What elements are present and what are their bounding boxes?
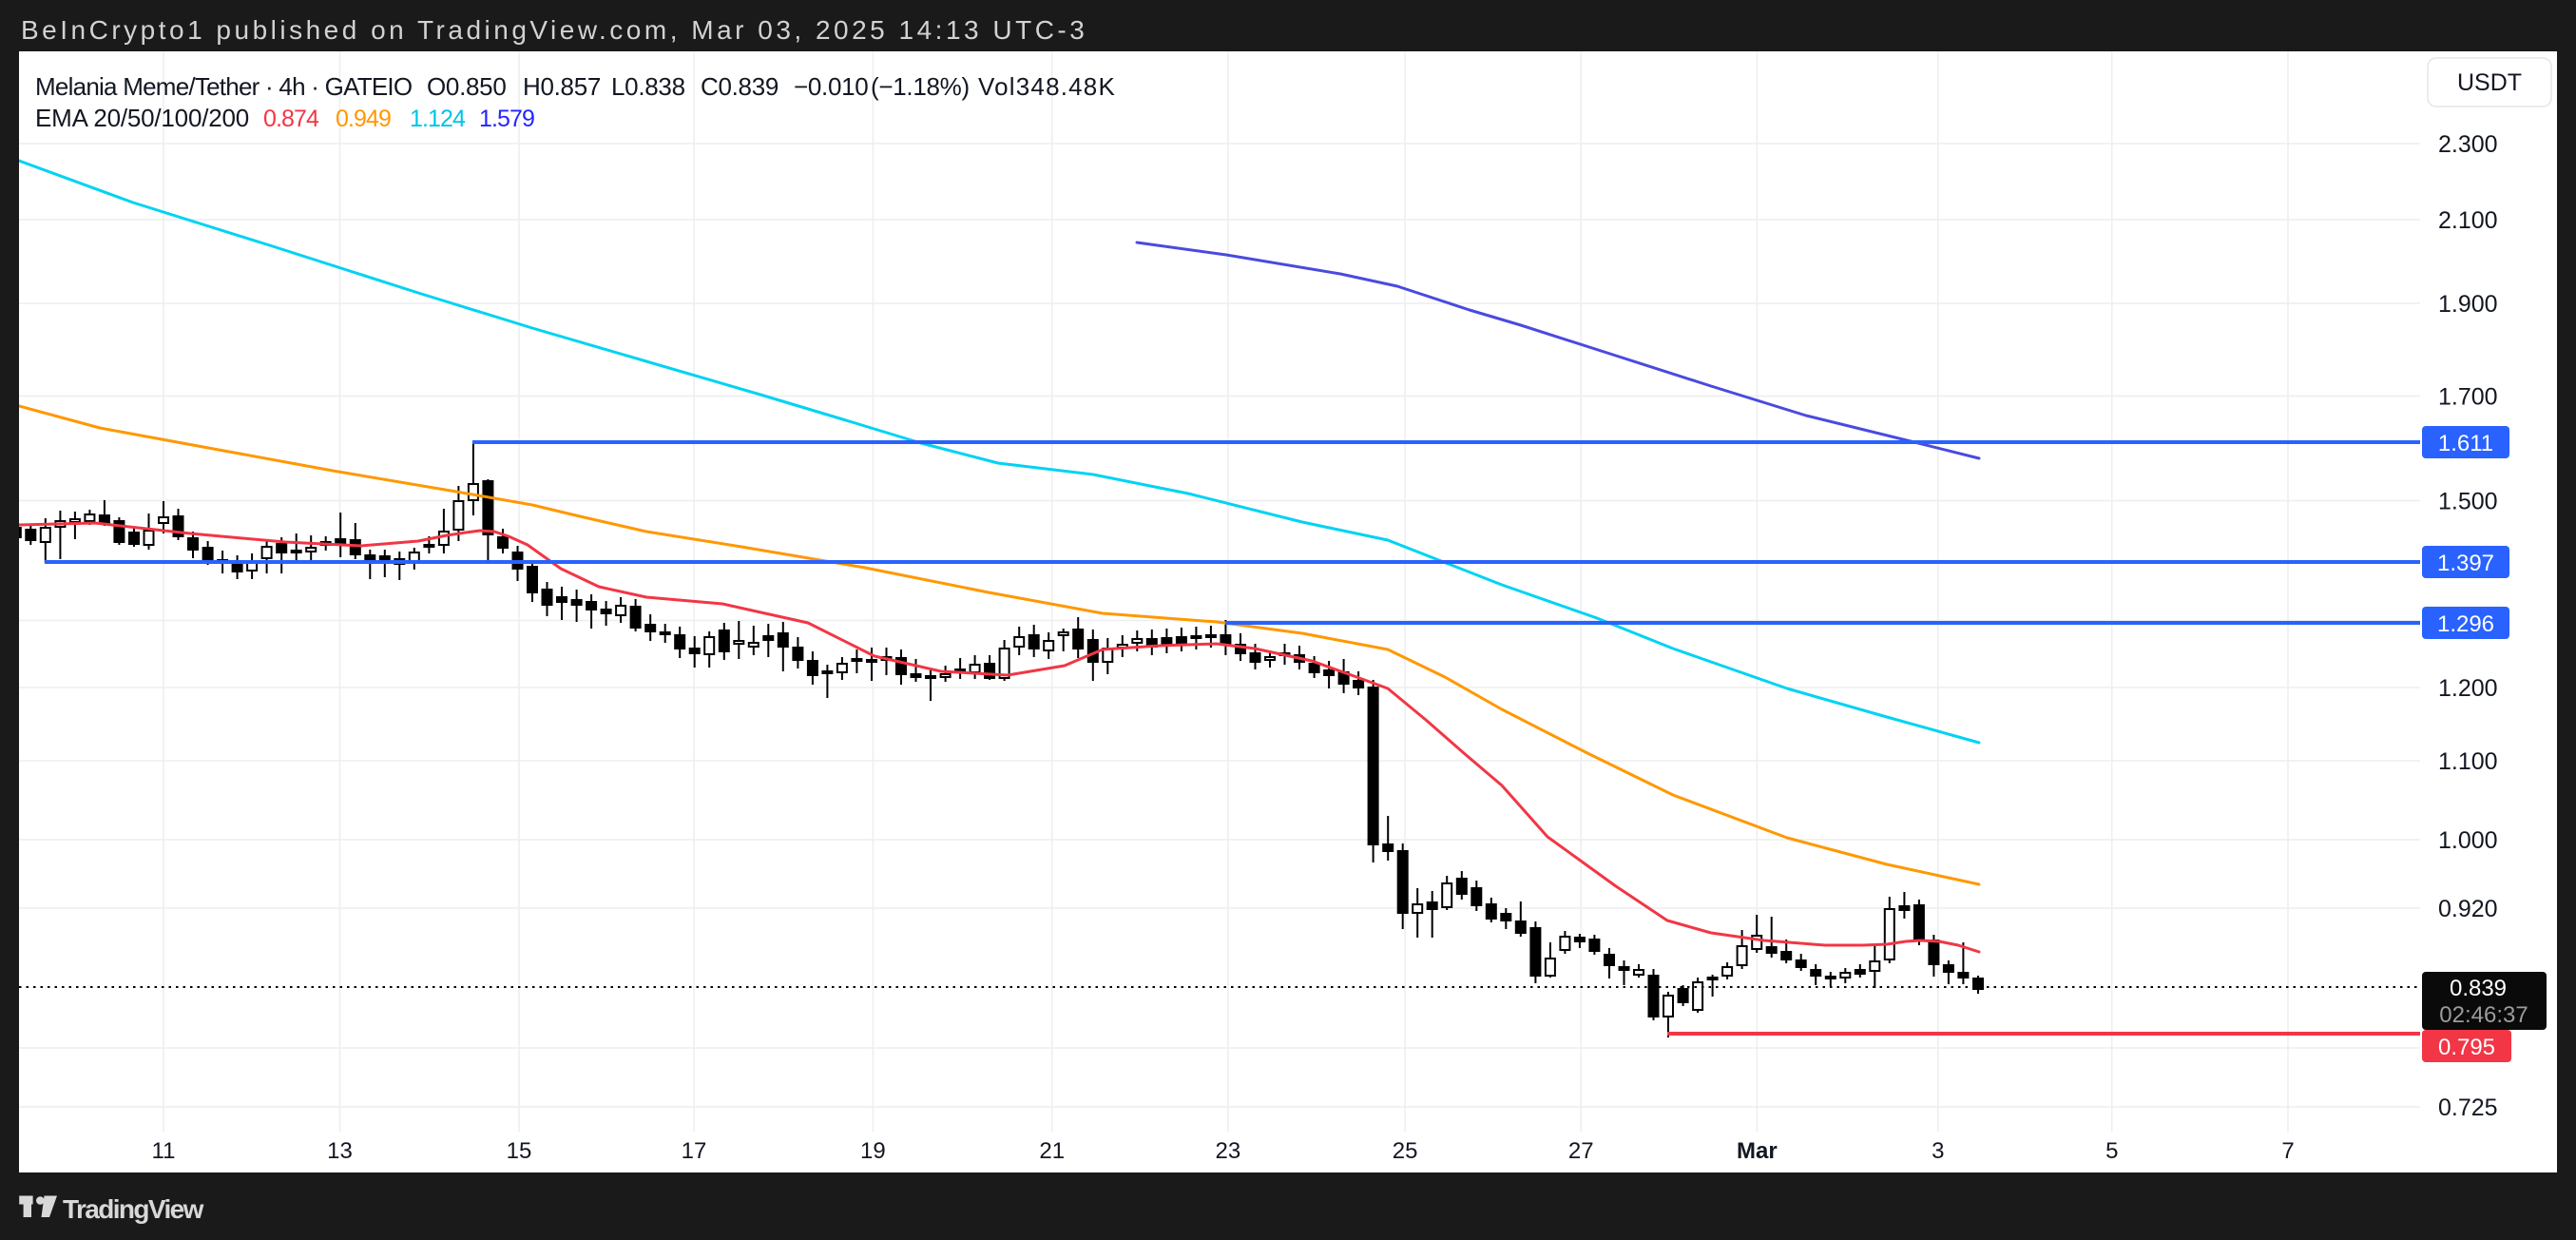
svg-text:2.100: 2.100 — [2438, 207, 2498, 234]
svg-text:0.725: 0.725 — [2438, 1095, 2498, 1121]
svg-text:25: 25 — [1393, 1138, 1418, 1164]
svg-text:1.397: 1.397 — [2437, 551, 2494, 576]
svg-text:1.124: 1.124 — [410, 106, 466, 132]
svg-text:−0.010: −0.010 — [794, 72, 868, 101]
svg-text:EMA 20/50/100/200: EMA 20/50/100/200 — [35, 104, 249, 132]
svg-text:11: 11 — [152, 1138, 176, 1164]
svg-text:21: 21 — [1039, 1138, 1065, 1164]
svg-text:15: 15 — [507, 1138, 532, 1164]
svg-text:19: 19 — [860, 1138, 886, 1164]
svg-text:H0.857: H0.857 — [523, 72, 601, 101]
svg-text:1.200: 1.200 — [2438, 675, 2498, 702]
svg-text:0.920: 0.920 — [2438, 896, 2498, 922]
svg-text:1.000: 1.000 — [2438, 827, 2498, 854]
svg-text:1.296: 1.296 — [2437, 611, 2494, 637]
svg-text:7: 7 — [2281, 1138, 2294, 1164]
svg-text:TradingView: TradingView — [63, 1194, 204, 1224]
svg-text:Mar: Mar — [1737, 1138, 1778, 1164]
svg-text:L0.838: L0.838 — [611, 72, 685, 101]
svg-text:1.700: 1.700 — [2438, 384, 2498, 411]
svg-text:Melania Meme/Tether · 4h · GAT: Melania Meme/Tether · 4h · GATEIO — [35, 72, 412, 101]
svg-text:13: 13 — [327, 1138, 353, 1164]
svg-text:0.949: 0.949 — [336, 106, 391, 132]
svg-text:0.874: 0.874 — [263, 106, 319, 132]
svg-text:1.100: 1.100 — [2438, 748, 2498, 775]
svg-text:3: 3 — [1932, 1138, 1944, 1164]
svg-text:27: 27 — [1568, 1138, 1594, 1164]
svg-text:USDT: USDT — [2457, 69, 2522, 96]
svg-text:2.300: 2.300 — [2438, 131, 2498, 158]
svg-text:1.900: 1.900 — [2438, 291, 2498, 318]
svg-text:Vol348.48K: Vol348.48K — [978, 72, 1116, 101]
svg-text:23: 23 — [1216, 1138, 1241, 1164]
svg-text:1.611: 1.611 — [2438, 431, 2493, 456]
svg-text:1.579: 1.579 — [479, 106, 534, 132]
svg-text:1.500: 1.500 — [2438, 489, 2498, 515]
svg-text:O0.850: O0.850 — [427, 72, 507, 101]
svg-text:5: 5 — [2105, 1138, 2118, 1164]
svg-text:BeInCrypto1 published on Tradi: BeInCrypto1 published on TradingView.com… — [21, 15, 1087, 45]
svg-text:02:46:37: 02:46:37 — [2439, 1002, 2528, 1028]
svg-text:C0.839: C0.839 — [701, 72, 779, 101]
svg-text:0.795: 0.795 — [2438, 1035, 2495, 1060]
svg-text:(−1.18%): (−1.18%) — [871, 72, 970, 101]
svg-text:0.839: 0.839 — [2450, 976, 2507, 1001]
svg-text:17: 17 — [682, 1138, 707, 1164]
